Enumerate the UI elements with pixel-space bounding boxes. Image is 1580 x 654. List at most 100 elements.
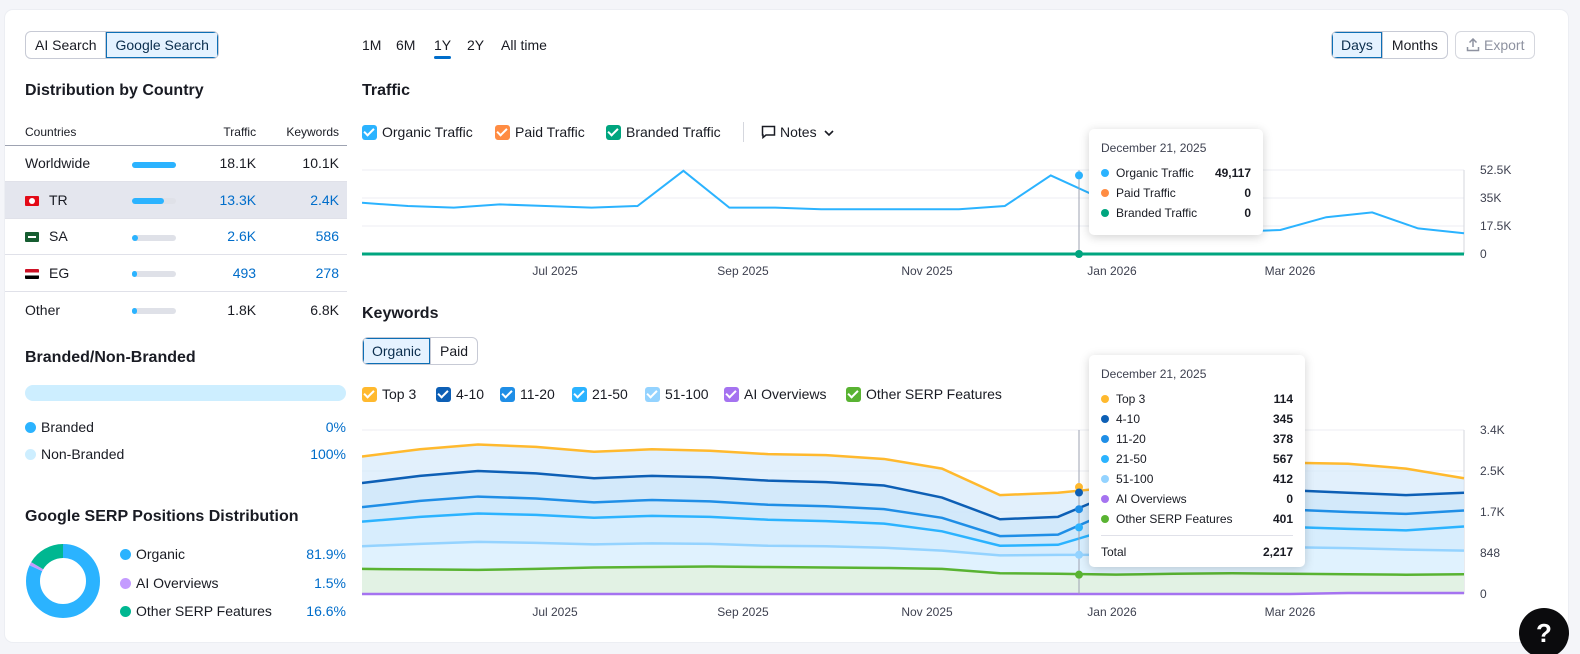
series-dot-icon — [1101, 395, 1109, 403]
legend-21-50[interactable]: 21-50 — [572, 386, 628, 402]
tooltip-row: 51-100 412 — [1101, 469, 1293, 489]
x-tick-label: Mar 2026 — [1265, 264, 1316, 278]
notes-label: Notes — [780, 124, 817, 140]
export-button[interactable]: Export — [1455, 31, 1536, 59]
checkbox-icon — [362, 125, 377, 140]
tooltip-label: 21-50 — [1116, 452, 1147, 466]
organic-tab[interactable]: Organic — [363, 338, 431, 364]
branded-label: Branded — [41, 419, 94, 435]
country-name: Worldwide — [5, 145, 133, 183]
tooltip-value: 378 — [1272, 432, 1293, 446]
legend-top3[interactable]: Top 3 — [362, 386, 416, 402]
legend-51-100[interactable]: 51-100 — [645, 386, 709, 402]
keywords-value[interactable]: 586 — [264, 218, 347, 256]
tooltip-row: Organic Traffic 49,117 — [1101, 163, 1251, 183]
hover-point — [1075, 250, 1083, 258]
serp-title: Google SERP Positions Distribution — [25, 508, 299, 525]
serp-value[interactable]: 16.6% — [306, 603, 346, 619]
tooltip-value: 401 — [1272, 512, 1293, 526]
tooltip-value: 412 — [1272, 472, 1293, 486]
period-all-time[interactable]: All time — [501, 37, 547, 53]
months-tab[interactable]: Months — [1381, 32, 1447, 58]
tooltip-date: December 21, 2025 — [1101, 367, 1207, 381]
legend-ai-overviews[interactable]: AI Overviews — [724, 386, 826, 402]
serp-label: Other SERP Features — [136, 603, 272, 619]
days-tab[interactable]: Days — [1332, 32, 1382, 58]
x-tick-label: Jul 2025 — [532, 605, 578, 619]
nonbranded-value[interactable]: 100% — [310, 446, 346, 462]
country-name: EG — [49, 265, 70, 282]
legend-label: Paid Traffic — [515, 124, 585, 140]
table-row[interactable]: Other 1.8K 6.8K — [5, 290, 347, 328]
legend-organic-traffic[interactable]: Organic Traffic — [362, 124, 473, 140]
legend-11-20[interactable]: 11-20 — [500, 386, 555, 402]
tooltip-row: Paid Traffic 0 — [1101, 183, 1251, 203]
table-row[interactable]: TR 13.3K 2.4K — [5, 181, 347, 219]
traffic-share-bar — [132, 198, 177, 205]
comment-icon — [761, 125, 776, 140]
branded-share-bar — [25, 385, 346, 401]
legend-paid-traffic[interactable]: Paid Traffic — [495, 124, 585, 140]
tooltip-date: December 21, 2025 — [1101, 141, 1207, 155]
traffic-chart: 52.5K 35K 17.5K 0 Jul 2025 Sep 2025 Nov 2025 Ja… — [362, 163, 1511, 278]
tooltip-row: AI Overviews 0 — [1101, 489, 1293, 509]
branded-dot-icon — [1101, 209, 1109, 217]
serp-value[interactable]: 81.9% — [306, 546, 346, 562]
x-tick-label: Nov 2025 — [901, 264, 953, 278]
checkbox-icon — [645, 387, 660, 402]
table-row[interactable]: SA 2.6K 586 — [5, 218, 347, 256]
period-1y[interactable]: 1Y — [434, 37, 452, 59]
tooltip-label: Top 3 — [1116, 392, 1146, 406]
legend-label: AI Overviews — [744, 386, 827, 402]
nonbranded-legend-item: Non-Branded 100% — [25, 446, 346, 462]
serp-label: Organic — [136, 546, 186, 562]
tooltip-row: 11-20 378 — [1101, 429, 1293, 449]
ai-search-tab[interactable]: AI Search — [35, 37, 97, 53]
eg-flag-icon — [25, 269, 39, 280]
tooltip-total-value: 2,217 — [1262, 545, 1293, 559]
serp-value[interactable]: 1.5% — [314, 575, 346, 591]
notes-dropdown[interactable]: Notes — [761, 124, 835, 140]
tooltip-value: 0 — [1244, 206, 1251, 220]
legend-branded-traffic[interactable]: Branded Traffic — [606, 124, 721, 140]
checkbox-icon — [724, 387, 739, 402]
traffic-value[interactable]: 13.3K — [203, 181, 265, 219]
tooltip-row: Top 3 114 — [1101, 389, 1293, 409]
tooltip-value: 0 — [1244, 186, 1251, 200]
checkbox-icon — [846, 387, 861, 402]
ai-overviews-dot-icon — [120, 578, 131, 589]
help-button[interactable]: ? — [1519, 608, 1569, 654]
country-name: SA — [49, 228, 68, 245]
keywords-value[interactable]: 2.4K — [264, 181, 347, 219]
keywords-title: Keywords — [362, 305, 439, 322]
branded-dot-icon — [25, 422, 36, 433]
branded-title: Branded/Non-Branded — [25, 349, 196, 366]
series-dot-icon — [1101, 515, 1109, 523]
country-name: Other — [5, 290, 133, 328]
tooltip-row: 21-50 567 — [1101, 449, 1293, 469]
tooltip-label: 51-100 — [1116, 472, 1154, 486]
traffic-value[interactable]: 2.6K — [203, 218, 265, 256]
branded-legend-item: Branded 0% — [25, 419, 346, 435]
paid-tab[interactable]: Paid — [430, 338, 477, 364]
y-tick-label: 1.7K — [1480, 505, 1505, 519]
period-1m[interactable]: 1M — [362, 37, 382, 53]
x-tick-label: Mar 2026 — [1265, 605, 1316, 619]
paid-dot-icon — [1101, 189, 1109, 197]
checkbox-icon — [606, 125, 621, 140]
country-name: TR — [49, 191, 68, 208]
period-2y[interactable]: 2Y — [467, 37, 485, 53]
table-row[interactable]: EG 493 278 — [5, 254, 347, 292]
legend-other-serp[interactable]: Other SERP Features — [846, 386, 1002, 402]
tooltip-label: Other SERP Features — [1116, 512, 1233, 526]
table-row[interactable]: Worldwide 18.1K 10.1K — [5, 145, 347, 183]
period-6m[interactable]: 6M — [396, 37, 416, 53]
google-search-tab[interactable]: Google Search — [105, 32, 218, 58]
hover-point — [1075, 523, 1083, 532]
branded-value[interactable]: 0% — [325, 419, 346, 435]
donut-slice — [26, 544, 100, 618]
legend-4-10[interactable]: 4-10 — [436, 386, 484, 402]
hover-point — [1075, 171, 1083, 180]
keywords-value[interactable]: 278 — [264, 254, 347, 292]
traffic-value[interactable]: 493 — [203, 254, 265, 292]
